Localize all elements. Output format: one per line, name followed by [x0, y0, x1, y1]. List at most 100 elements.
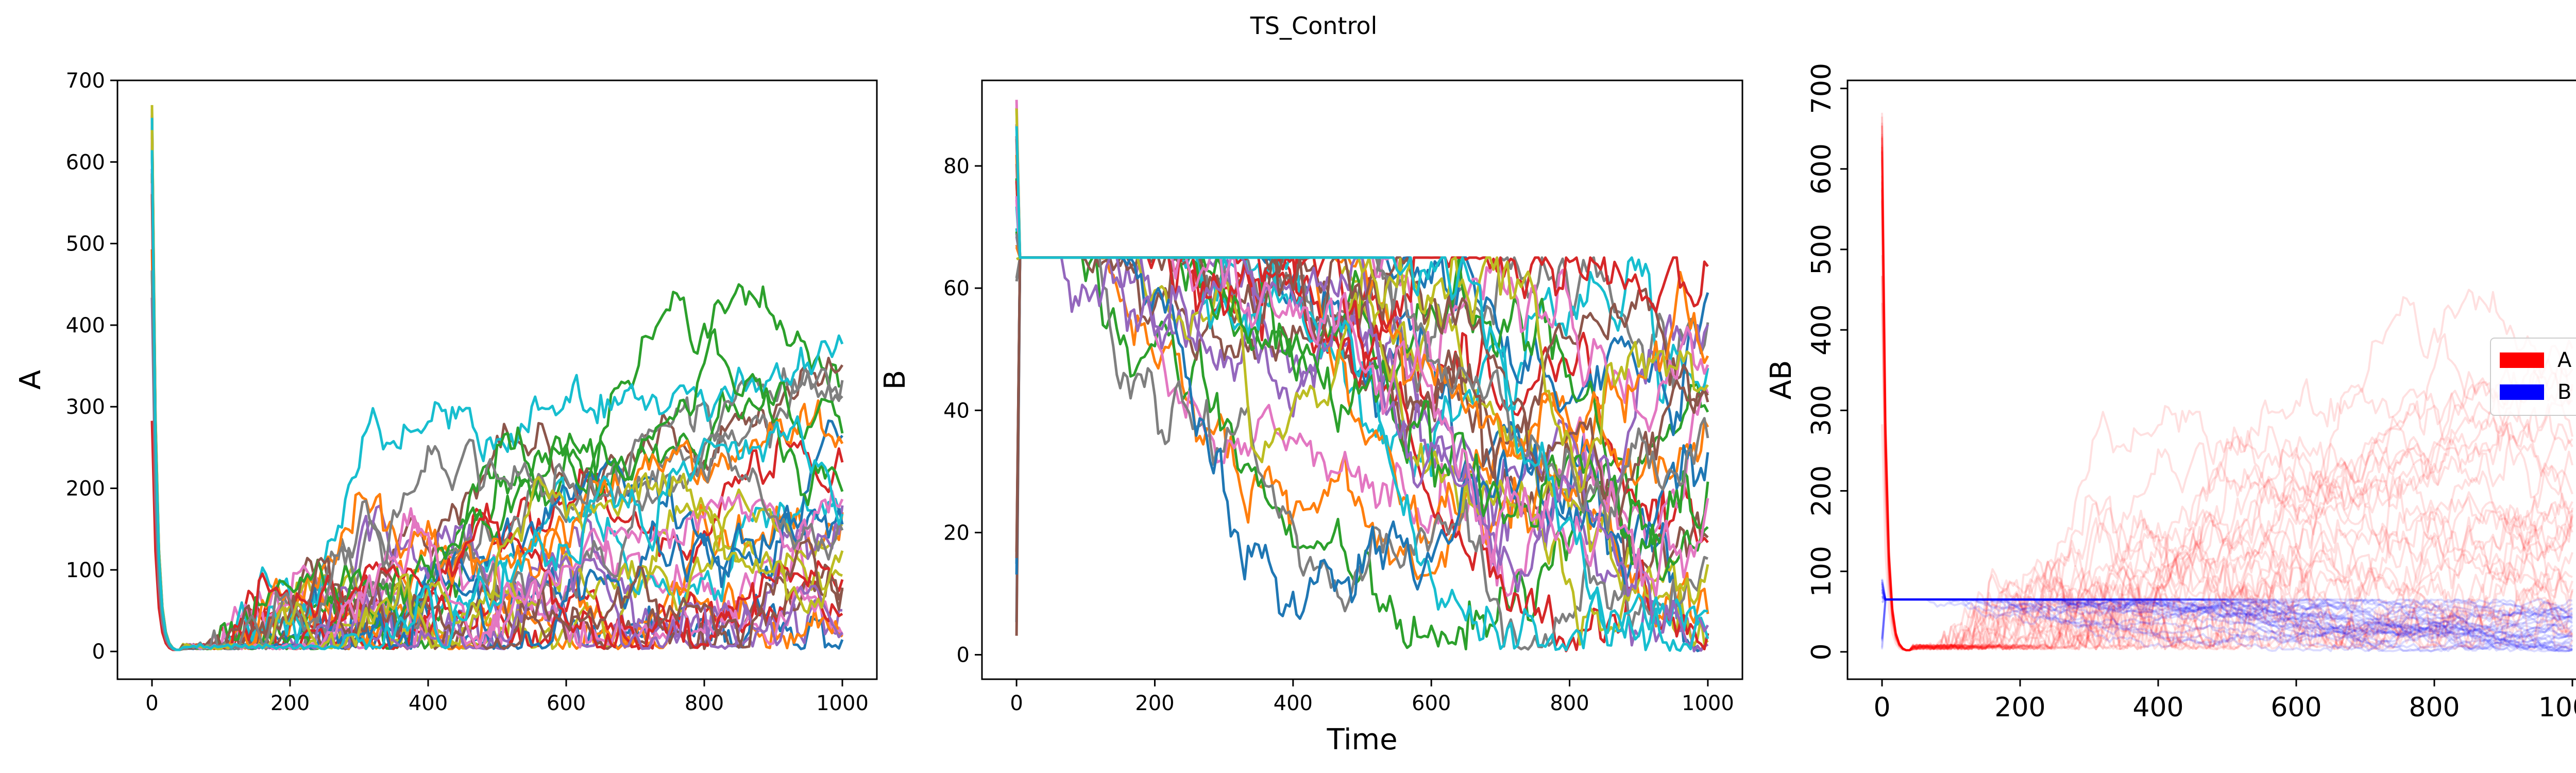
x-tick-label: 600 [547, 692, 586, 715]
ab-b-series-line-8 [1881, 598, 2573, 618]
y-tick-label: 600 [1806, 143, 1837, 194]
ab-a-series-line-4 [1881, 424, 2573, 651]
ab-a-series-line-22 [1881, 255, 2573, 651]
ab-b-series-line-18 [1881, 598, 2573, 652]
ab-a-series-line-19 [1881, 112, 2573, 651]
b-series-line-21 [1015, 256, 1709, 620]
x-axis-label: Time [1326, 723, 1397, 757]
axes-frame [981, 79, 1743, 680]
subplots: 0 200 400 600 800 10000100200300400500600700A… [14, 63, 2576, 757]
ab-a-series-line-6 [1881, 188, 2573, 651]
x-tick-label: 400 [409, 692, 448, 715]
x-tick-label: 600 [1412, 692, 1451, 715]
y-tick-label: 100 [66, 559, 105, 582]
series-group [1015, 99, 1709, 652]
a-series-line-24 [150, 194, 844, 651]
ab-b-series-line-3 [1881, 589, 2573, 652]
ab-b-series-line-4 [1881, 583, 2573, 638]
ab-a-series-line-18 [1881, 144, 2573, 651]
x-tick-label: 800 [2409, 692, 2460, 723]
ab-a-series-line-14 [1881, 123, 2573, 651]
ab-b-series-line-13 [1881, 589, 2573, 638]
b-series-line-18 [1015, 256, 1708, 651]
ab-b-series-line-12 [1881, 585, 2573, 638]
y-tick-label: 100 [1806, 546, 1837, 597]
ab-b-series-line-29 [1882, 598, 2573, 632]
ab-a-series-line-20 [1881, 125, 2573, 651]
y-tick-label: 0 [92, 640, 105, 664]
ab-a-series-line-9 [1881, 126, 2573, 651]
ab-b-series-line-17 [1881, 578, 2573, 624]
ab-a-series-line-5 [1881, 159, 2573, 651]
y-tick-label: 0 [957, 644, 970, 667]
y-tick-label: 400 [66, 314, 105, 338]
legend-label-a: A [2557, 348, 2572, 372]
ab-a-series-line-12 [1881, 182, 2573, 651]
ab-b-series-line-21 [1881, 598, 2573, 648]
y-tick-label: 700 [66, 69, 105, 93]
x-tick-label: 400 [2132, 692, 2183, 723]
ab-a-series-line-21 [1881, 146, 2573, 651]
ab-a-series-line-29 [1881, 137, 2573, 651]
ab-a-series-line-28 [1881, 276, 2573, 651]
x-tick-label: 800 [1550, 692, 1589, 715]
ab-b-series-line-23 [1881, 595, 2573, 643]
legend: AB [2490, 338, 2576, 416]
y-axis-label: AB [1765, 360, 1798, 400]
ab-b-series-line-30 [1881, 582, 2573, 652]
ab-a-series-line-23 [1881, 150, 2573, 651]
x-tick-label: 1000 [2538, 692, 2576, 723]
x-tick-label: 200 [1994, 692, 2045, 723]
ab-b-series-line-20 [1881, 592, 2573, 652]
figure-title: TS_Control [1250, 12, 1378, 40]
x-tick-label: 400 [1274, 692, 1313, 715]
y-tick-label: 500 [66, 232, 105, 256]
ab-b-series-line-22 [1882, 597, 2573, 627]
ab-a-series-line-13 [1881, 276, 2573, 651]
ab-b-series-line-24 [1881, 589, 2573, 616]
ab-a-series-line-30 [1881, 157, 2573, 651]
series-group [1881, 112, 2573, 652]
ab-b-series-line-6 [1881, 598, 2573, 650]
x-tick-label: 1000 [1682, 692, 1734, 715]
ab-b-series-line-27 [1881, 591, 2573, 645]
ab-b-series-line-2 [1882, 597, 2573, 649]
ab-b-series-line-19 [1881, 579, 2573, 652]
ab-a-series-line-16 [1881, 180, 2573, 651]
a-series-line-30 [150, 150, 844, 651]
b-series-line-16 [1015, 256, 1709, 552]
ab-b-series-line-14 [1881, 583, 2573, 652]
axes-frame [1846, 79, 2576, 680]
y-tick-label: 700 [1806, 63, 1837, 114]
x-tick-label: 1000 [816, 692, 869, 715]
ab-a-series-line-3 [1881, 133, 2573, 651]
ab-a-series-line-25 [1881, 303, 2573, 651]
series-group [150, 105, 844, 651]
y-tick-label: 200 [66, 477, 105, 501]
ab-b-series-line-15 [1881, 581, 2573, 636]
ab-b-series-line-7 [1881, 591, 2573, 645]
ab-b-series-line-9 [1881, 579, 2573, 652]
panel-A: 0 200 400 600 800 1000 0 100 200 300 400 500 600 700 A [14, 69, 878, 715]
ab-a-series-line-26 [1881, 138, 2573, 651]
x-tick-label: 0 [1873, 692, 1890, 723]
ab-b-series-line-10 [1881, 595, 2573, 630]
legend-swatch-a [2500, 352, 2544, 368]
y-tick-label: 300 [66, 395, 105, 419]
a-series-line-20 [150, 117, 844, 651]
ab-b-series-line-28 [1881, 595, 2573, 637]
y-axis-label: B [878, 370, 912, 390]
a-series-line-23 [150, 143, 844, 651]
y-tick-label: 200 [1806, 465, 1837, 516]
ab-a-series-line-8 [1881, 116, 2573, 651]
x-tick-label: 200 [270, 692, 310, 715]
x-tick-label: 0 [1010, 692, 1023, 715]
y-tick-label: 500 [1806, 224, 1837, 275]
ab-b-series-line-26 [1881, 598, 2573, 640]
legend-label-b: B [2557, 380, 2571, 404]
panel-B: 0 200 400 600 800 1000 0 20 40 60 80 B Time [878, 79, 1743, 757]
ab-a-series-line-2 [1881, 198, 2573, 651]
a-series-line-26 [150, 130, 844, 651]
